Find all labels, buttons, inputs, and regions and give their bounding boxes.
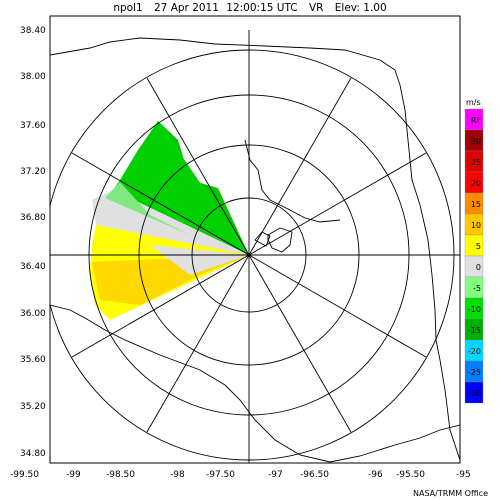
zero-velocity-region-2	[140, 225, 249, 255]
colorbar-label: -10	[468, 305, 481, 314]
latitude-labels: 38.40 38.00 37.60 37.20 36.80 36.40 36.0…	[20, 26, 46, 459]
colorbar-label: 30	[471, 137, 481, 146]
lat-label: 37.60	[20, 121, 46, 131]
lon-label: -99	[66, 470, 81, 480]
lon-label: -96	[368, 470, 383, 480]
credit-label: NASA/TRMM Office	[413, 489, 488, 498]
colorbar-label: -30	[468, 389, 481, 398]
colorbar-label: -15	[468, 326, 481, 335]
colorbar-label: 15	[471, 200, 481, 209]
state-border-south	[50, 304, 460, 463]
colorbar-label: RF	[471, 116, 482, 125]
colorbar-label: -25	[468, 368, 481, 377]
colorbar-label: 0	[476, 263, 481, 272]
colorbar-label: 25	[471, 158, 481, 167]
lon-label: -99.50	[10, 470, 39, 480]
lon-label: -97.50	[206, 470, 235, 480]
colorbar-label: 5	[476, 242, 481, 251]
colorbar: m/s RF 30 25 20 15 10 5 0 -5 -10 -15 -20 -25 -30	[464, 98, 484, 404]
spoke-120	[71, 152, 427, 358]
lake-outline	[267, 227, 293, 253]
zero-velocity-region-3	[150, 245, 249, 275]
colorbar-unit: m/s	[466, 98, 481, 107]
lat-label: 34.80	[20, 449, 46, 459]
lat-label: 37.20	[20, 167, 46, 177]
lon-label: -98	[170, 470, 185, 480]
header-title: npol1 27 Apr 2011 12:00:15 UTC VR Elev: …	[113, 2, 386, 14]
lat-label: 36.40	[20, 262, 46, 272]
colorbar-label: 10	[471, 221, 481, 230]
lat-label: 36.00	[20, 309, 46, 319]
lat-label: 38.40	[20, 26, 46, 36]
lat-label: 35.60	[20, 355, 46, 365]
longitude-labels: -99.50 -99 -98.50 -98 -97.50 -97 -96.50 …	[10, 470, 471, 480]
velocity-sector	[90, 121, 249, 320]
colorbar-label: 20	[471, 179, 481, 188]
colorbar-swatch	[464, 381, 484, 404]
river-line	[244, 139, 341, 223]
lon-label: -98.50	[106, 470, 135, 480]
colorbar-label: -5	[473, 284, 481, 293]
lat-label: 36.80	[20, 213, 46, 223]
lon-label: -95	[456, 470, 471, 480]
inbound-green-region-2	[113, 121, 249, 255]
colorbar-label: -20	[468, 347, 481, 356]
state-border-north-east	[50, 37, 460, 461]
lon-label: -96.50	[300, 470, 329, 480]
lat-label: 35.20	[20, 402, 46, 412]
state-boundary	[50, 37, 460, 463]
light-green-speckle	[105, 182, 190, 235]
lat-label: 38.00	[20, 72, 46, 82]
lon-label: -95.50	[396, 470, 425, 480]
range-rings	[50, 30, 460, 463]
lon-label: -97	[268, 470, 283, 480]
lake-outline-2	[254, 231, 271, 247]
